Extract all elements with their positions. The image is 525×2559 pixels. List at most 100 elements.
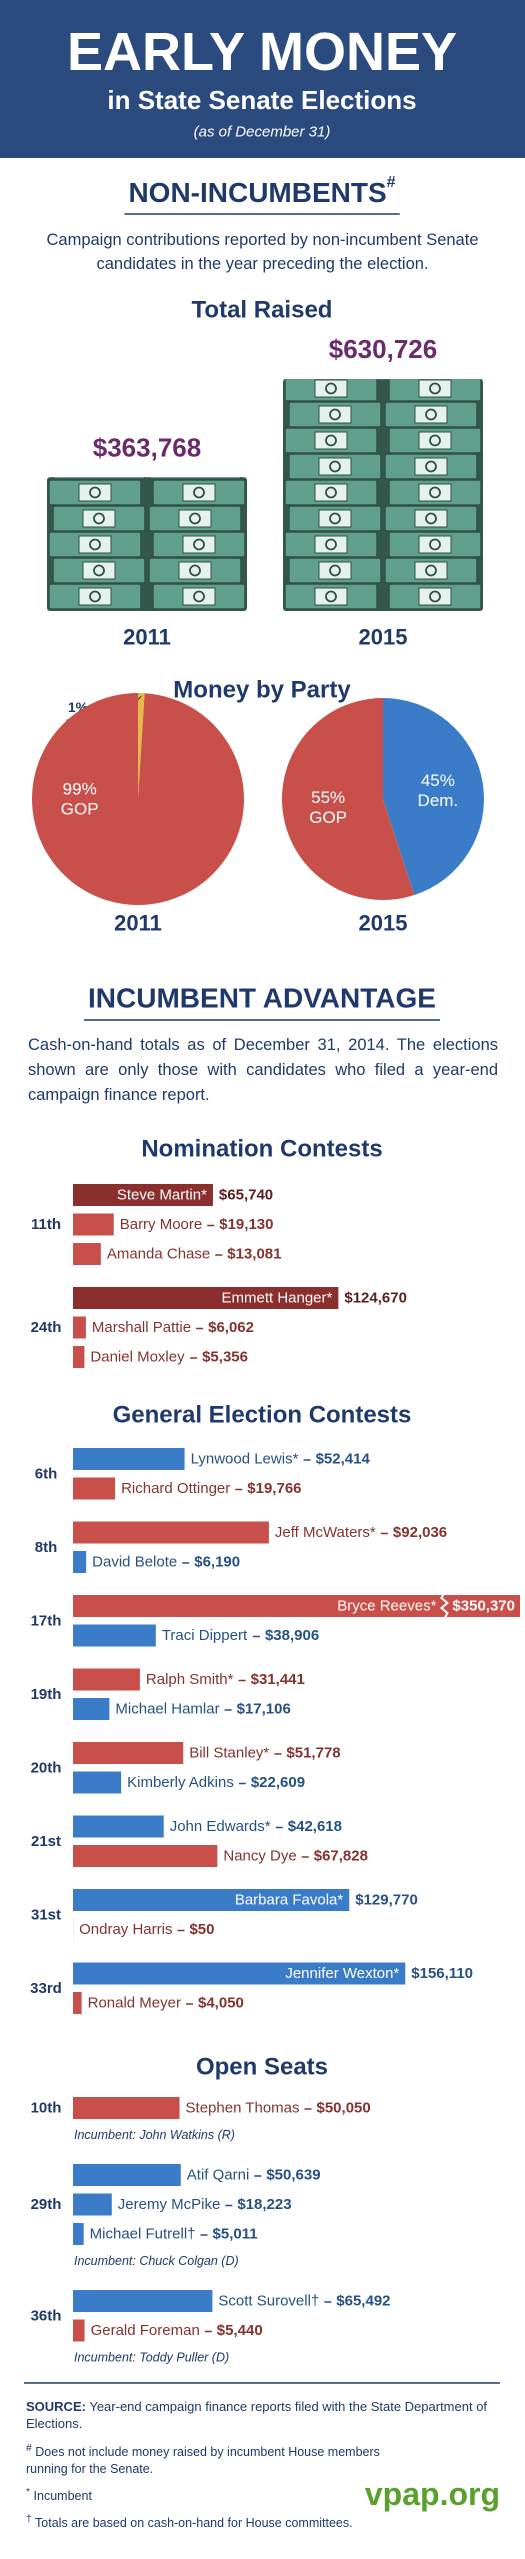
- bill-face: [418, 431, 452, 450]
- footnote-text: Does not include money raised by incumbe…: [26, 2445, 380, 2477]
- bill-seal: [429, 590, 441, 603]
- bar: [73, 1889, 350, 1911]
- incumbent-note: Incumbent: Chuck Colgan (D): [74, 2254, 239, 2268]
- bar: [73, 1815, 164, 1838]
- candidate-name: Jeff McWaters*: [275, 1524, 376, 1541]
- candidate-name: Scott Surovell†: [218, 2293, 319, 2310]
- bar: [73, 1992, 82, 2014]
- bar-break: [439, 1592, 449, 1620]
- candidate-name: Richard Ottinger: [121, 1480, 230, 1497]
- bar: [73, 2223, 84, 2245]
- footnote-mark: †: [26, 2514, 32, 2526]
- section-description: Cash-on-hand totals as of December 31, 2…: [28, 1036, 498, 1104]
- bill-seal: [425, 408, 437, 421]
- bill-face: [314, 483, 348, 502]
- bar: [73, 1742, 184, 1764]
- bill-seal: [429, 486, 441, 499]
- amount-label: $50,639: [266, 2167, 320, 2184]
- district-label: 36th: [31, 2307, 62, 2324]
- bill-seal: [89, 486, 101, 499]
- chart-title: Open Seats: [196, 2054, 328, 2081]
- candidate-name: Ondray Harris: [79, 1921, 172, 1938]
- pie-slice: [281, 698, 415, 900]
- footnote: † Totals are based on cash-on-hand for H…: [26, 2511, 416, 2532]
- bar: [73, 2319, 85, 2342]
- bill-seal: [329, 408, 341, 421]
- slice-label: Dem.: [418, 791, 459, 810]
- bill-seal: [325, 434, 337, 447]
- bar: [73, 1346, 85, 1368]
- footnote: # Does not include money raised by incum…: [26, 2440, 416, 2478]
- candidate-name: Gerald Foreman: [91, 2322, 200, 2339]
- bar: [73, 1551, 87, 1573]
- header-title: EARLY MONEY: [67, 22, 457, 82]
- source: SOURCE: Year-end campaign finance report…: [26, 2398, 500, 2432]
- amount-label: $6,062: [208, 1319, 254, 1336]
- district-label: 33rd: [30, 1980, 62, 1997]
- district-label: 11th: [31, 1216, 61, 1233]
- bill-face: [182, 587, 216, 606]
- bill-seal: [94, 462, 104, 472]
- bill-seal: [325, 538, 337, 551]
- amount-label: $5,356: [202, 1349, 248, 1366]
- bill-seal: [425, 564, 437, 577]
- footnote-text: Totals are based on cash-on-hand for Hou…: [35, 2516, 353, 2531]
- slice-value-label: 45%: [421, 771, 455, 790]
- bill-seal: [189, 512, 201, 525]
- bill-face: [318, 509, 352, 528]
- district-label: 19th: [31, 1686, 62, 1703]
- bar: [73, 2097, 180, 2119]
- slice-value-label: 99%: [63, 780, 97, 799]
- bill-seal: [193, 486, 205, 499]
- heading-text: NON-INCUMBENTS: [128, 177, 386, 208]
- amount-label: $67,828: [314, 1848, 368, 1865]
- candidate-name: Daniel Moxley: [90, 1349, 185, 1366]
- bill-face: [314, 431, 348, 450]
- bill-face: [418, 379, 452, 398]
- bill-seal: [193, 538, 205, 551]
- bill-face: [178, 509, 212, 528]
- candidate-name: David Belote: [92, 1554, 177, 1571]
- bill-seal: [89, 590, 101, 603]
- footnote-mark: *: [26, 2487, 31, 2499]
- footer: SOURCE: Year-end campaign finance report…: [26, 2398, 500, 2538]
- category-label: 2015: [359, 625, 408, 650]
- candidate-name: Traci Dippert: [162, 1627, 248, 1644]
- bill-seal: [190, 462, 200, 472]
- bill-face: [318, 561, 352, 580]
- value-label: $363,768: [93, 432, 201, 462]
- district-label: 24th: [31, 1319, 62, 1336]
- amount-label: $13,081: [227, 1246, 281, 1263]
- candidate-name: Steve Martin*: [117, 1187, 207, 1204]
- candidate-name: Michael Hamlar: [115, 1701, 219, 1718]
- amount-label: $38,906: [265, 1627, 319, 1644]
- incumbent-note: Incumbent: Toddy Puller (D): [74, 2351, 229, 2365]
- district-label: 6th: [35, 1465, 58, 1482]
- amount-label: $52,414: [316, 1451, 371, 1468]
- bill-face: [78, 535, 112, 554]
- header-subtitle: in State Senate Elections: [107, 85, 416, 115]
- chart-title: Money by Party: [173, 677, 351, 704]
- bill-face: [78, 587, 112, 606]
- bill-seal: [325, 382, 337, 395]
- bill-face: [82, 509, 116, 528]
- bar: [73, 2164, 181, 2186]
- bill-seal: [89, 538, 101, 551]
- bar: [73, 1845, 218, 1867]
- amount-label: $124,670: [344, 1290, 407, 1307]
- amount-label: $18,223: [237, 2196, 291, 2213]
- bar: [73, 1771, 122, 1794]
- amount-label: $19,130: [219, 1216, 273, 1233]
- bill-face: [414, 509, 448, 528]
- bar: [73, 1668, 140, 1691]
- pie-slice: [138, 693, 145, 799]
- bill-seal: [189, 564, 201, 577]
- bar: [73, 1477, 116, 1500]
- district-label: 21st: [31, 1833, 61, 1850]
- bar: [73, 2290, 213, 2312]
- footnote: * Incumbent: [26, 2484, 416, 2505]
- bill-seal: [193, 590, 205, 603]
- candidate-name: Amanda Chase: [107, 1246, 210, 1263]
- candidate-name: Atif Qarni: [187, 2167, 250, 2184]
